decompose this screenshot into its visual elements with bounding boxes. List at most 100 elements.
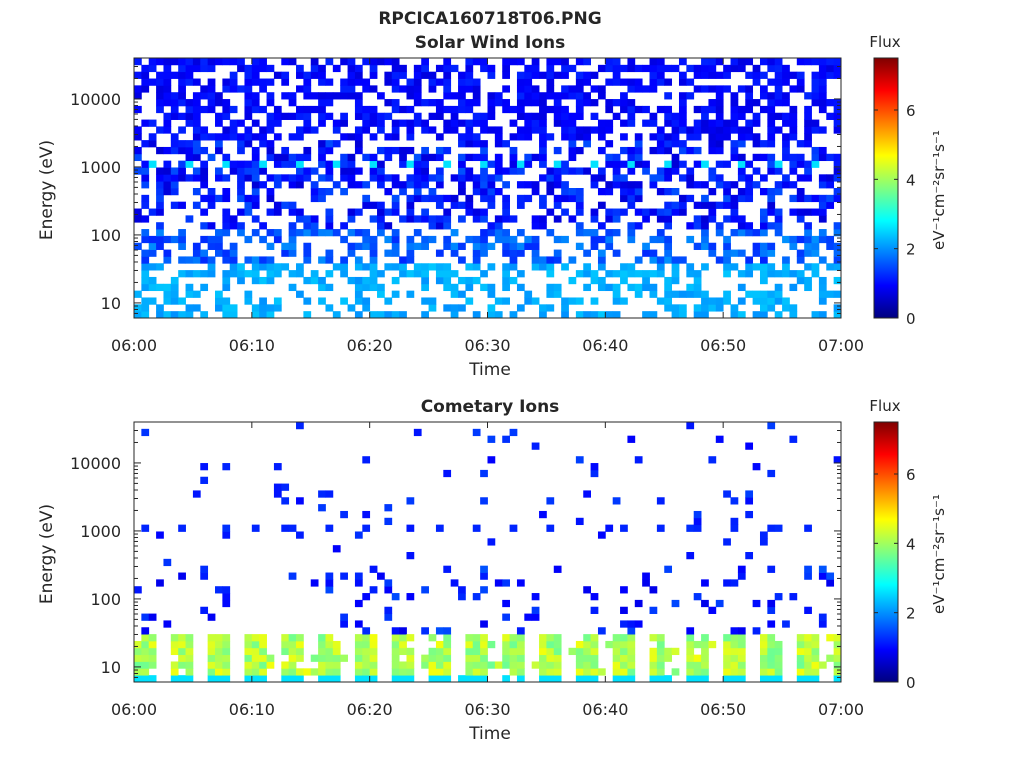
heatmap-cell (480, 64, 488, 73)
heatmap-cell (354, 208, 363, 216)
heatmap-cell (377, 222, 385, 230)
heatmap-cell (347, 153, 356, 162)
heatmap-cell (406, 634, 415, 642)
heatmap-cell (413, 99, 422, 107)
heatmap-cell (178, 661, 186, 669)
heatmap-cell (251, 105, 260, 114)
heatmap-cell (141, 613, 150, 621)
heatmap-cell (428, 85, 437, 93)
heatmap-cell (811, 668, 820, 676)
heatmap-cell (796, 640, 805, 649)
heatmap-cell (561, 64, 569, 73)
heatmap-cell (435, 167, 444, 175)
heatmap-cell (789, 283, 798, 292)
heatmap-cell (443, 71, 452, 79)
heatmap-cell (134, 215, 142, 223)
heatmap-cell (509, 215, 518, 223)
heatmap-cell (413, 92, 422, 100)
heatmap-cell (303, 174, 312, 182)
heatmap-cell (251, 654, 260, 662)
heatmap-cell (347, 249, 356, 257)
heatmap-cell (421, 276, 429, 285)
heatmap-cell (332, 160, 341, 168)
heatmap-cell (561, 208, 569, 216)
heatmap-cell (281, 497, 290, 505)
heatmap-cell (546, 229, 555, 237)
heatmap-cell (318, 71, 326, 79)
heatmap-cell (759, 92, 768, 100)
heatmap-cell (178, 311, 186, 319)
heatmap-cell (244, 201, 253, 209)
heatmap-cell (163, 297, 172, 305)
heatmap-cell (156, 58, 164, 66)
heatmap-cell (200, 476, 209, 484)
heatmap-cell (752, 290, 761, 298)
heatmap-cell (686, 167, 695, 175)
heatmap-cell (678, 201, 687, 209)
heatmap-cell (664, 654, 673, 662)
heatmap-cell (369, 276, 378, 285)
heatmap-cell (723, 263, 731, 271)
heatmap-cell (693, 105, 702, 114)
heatmap-cell (693, 661, 702, 669)
heatmap-cell (656, 654, 665, 662)
heatmap-cell (134, 654, 142, 662)
heatmap-cell (391, 99, 400, 107)
y-tick-label: 10000 (70, 454, 121, 473)
heatmap-cell (759, 71, 768, 79)
heatmap-cell (340, 112, 348, 120)
heatmap-cell (391, 627, 400, 635)
heatmap-cell (296, 126, 304, 134)
heatmap-cell (487, 311, 496, 319)
heatmap-cell (649, 661, 658, 669)
heatmap-cell (413, 181, 422, 189)
heatmap-cell (634, 181, 643, 189)
heatmap-cell (590, 71, 599, 79)
heatmap-cell (546, 283, 555, 292)
heatmap-cell (561, 105, 569, 114)
heatmap-cell (406, 647, 415, 656)
heatmap-cell (413, 215, 422, 223)
heatmap-cell (789, 160, 798, 168)
heatmap-cell (546, 647, 555, 656)
heatmap-cell (553, 640, 562, 649)
heatmap-cell (340, 160, 348, 168)
heatmap-cell (597, 85, 606, 93)
heatmap-cell (318, 675, 326, 683)
heatmap-cell (656, 668, 665, 676)
heatmap-cell (737, 222, 746, 230)
heatmap-cell (281, 112, 290, 120)
heatmap-cell (516, 654, 525, 662)
heatmap-cell (428, 78, 437, 86)
heatmap-cell (207, 153, 216, 162)
heatmap-cell (767, 297, 776, 305)
heatmap-cell (575, 668, 584, 676)
heatmap-cell (362, 201, 371, 209)
heatmap-cell (568, 112, 577, 120)
heatmap-cell (487, 99, 496, 107)
heatmap-cell (443, 675, 452, 683)
heatmap-cell (170, 661, 179, 669)
heatmap-cell (715, 146, 724, 155)
heatmap-cell (642, 242, 650, 250)
heatmap-cell (480, 235, 488, 244)
heatmap-cell (443, 58, 452, 66)
heatmap-cell (715, 133, 724, 141)
heatmap-cell (649, 181, 658, 189)
heatmap-cell (678, 126, 687, 134)
heatmap-cell (737, 647, 746, 656)
heatmap-cell (207, 263, 216, 271)
heatmap-cell (259, 661, 267, 669)
heatmap-cell (583, 99, 591, 107)
heatmap-cell (568, 647, 577, 656)
heatmap-cell (207, 654, 216, 662)
heatmap-cell (443, 64, 452, 73)
heatmap-cell (502, 661, 510, 669)
heatmap-cell (303, 229, 312, 237)
heatmap-cell (443, 78, 452, 86)
heatmap-cell (480, 229, 488, 237)
heatmap-cell (701, 201, 709, 209)
heatmap-cell (310, 126, 319, 134)
heatmap-cell (811, 208, 820, 216)
heatmap-cell (465, 133, 474, 141)
